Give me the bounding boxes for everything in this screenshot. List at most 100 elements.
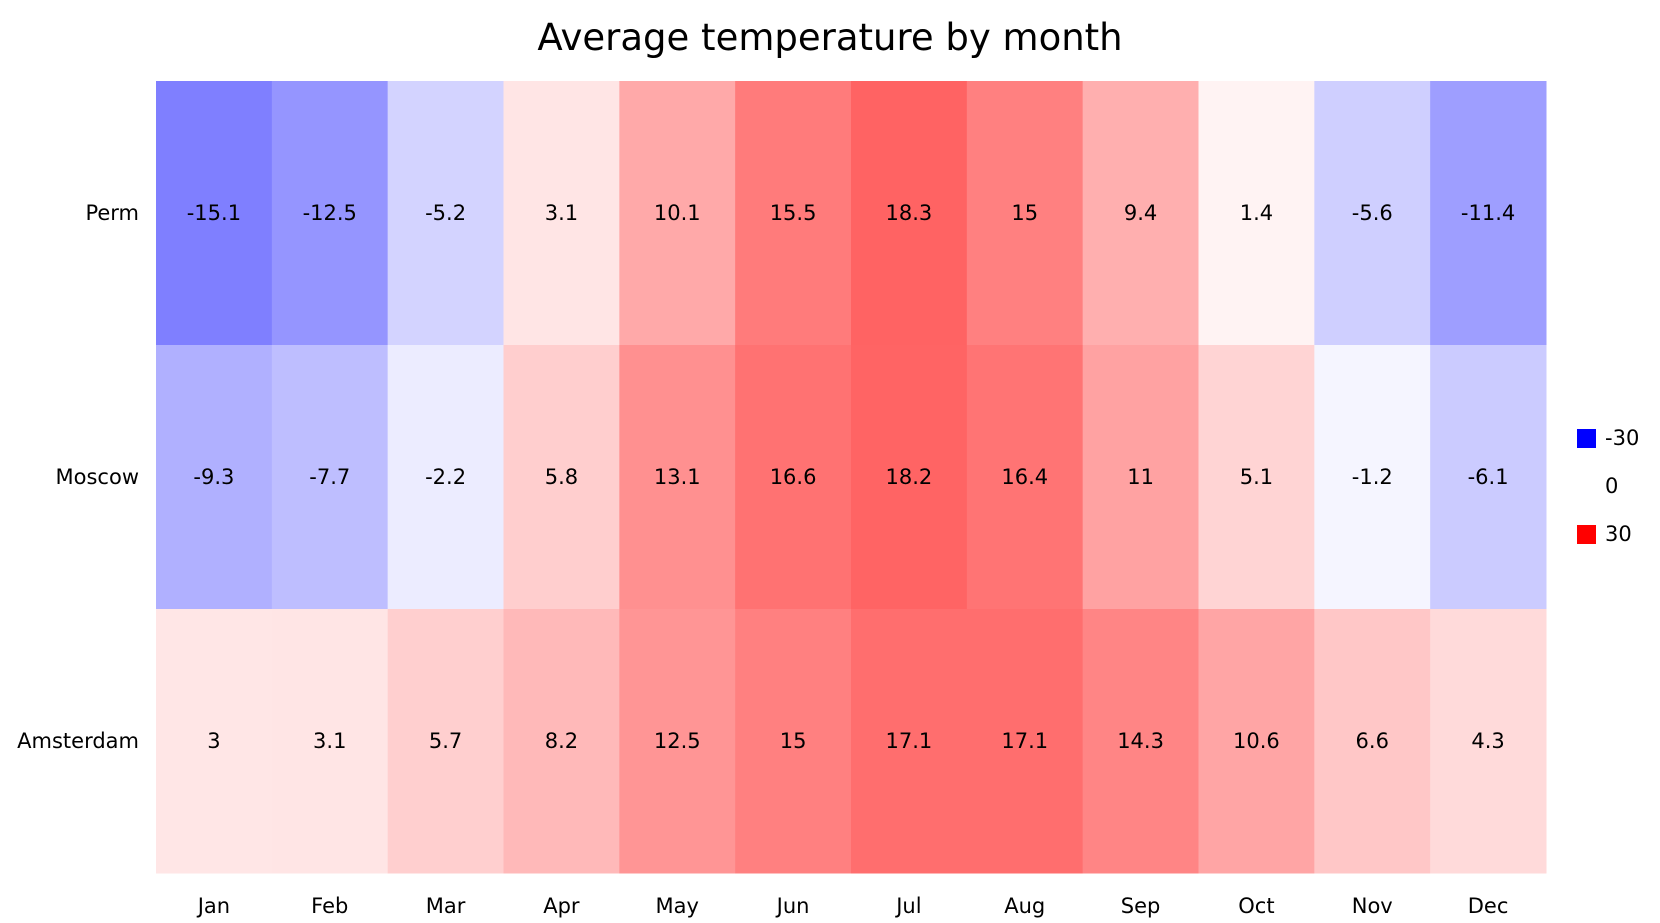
x-tick-label: Jul [894,894,921,918]
heatmap-cell [1198,609,1315,874]
cell-value-label: 10.6 [1233,729,1280,753]
heatmap-cell [851,81,968,346]
cell-value-label: 18.2 [886,465,933,489]
x-tick-label: Sep [1121,894,1161,918]
heatmap-cell [735,345,852,610]
heatmap-cell [387,81,504,346]
heatmap-cell [503,345,620,610]
x-axis: Jan Feb Mar Apr May Jun Jul Aug Sep Oct Nov Dec [196,894,1509,918]
heatmap-cell [271,81,389,346]
cell-value-label: 15 [1011,201,1038,225]
cell-value-label: -5.6 [1352,201,1393,225]
cell-value-label: 3.1 [313,729,346,753]
cell-value-label: 15.5 [770,201,817,225]
heatmap-cell [1082,345,1199,610]
y-axis: Perm Moscow Amsterdam [17,201,139,753]
cell-value-label: 10.1 [654,201,701,225]
cell-value-label: 14.3 [1117,729,1164,753]
x-tick-label: Mar [426,894,466,918]
cell-value-label: 5.8 [545,465,578,489]
cell-value-label: 17.1 [1001,729,1048,753]
cell-value-label: 9.4 [1124,201,1157,225]
cell-value-label: -7.7 [309,465,350,489]
x-tick-label: Aug [1004,894,1045,918]
heatmap-cell [966,81,1084,346]
heatmap-cell [1430,345,1547,610]
cell-value-label: 6.6 [1356,729,1389,753]
cell-value-label: 16.6 [770,465,817,489]
cell-value-label: 4.3 [1471,729,1504,753]
cell-value-label: 18.3 [886,201,933,225]
heatmap-cell [1314,81,1431,346]
x-tick-label: May [656,894,699,918]
heatmap-cell [156,609,273,874]
cell-labels: -15.1 -12.5 -5.2 3.1 10.1 15.5 18.3 15 9.4 1.4 -5.… [187,201,1516,753]
chart-title: Average temperature by month [537,16,1122,59]
heatmap-cell [387,609,504,874]
y-tick-label: Amsterdam [17,729,139,753]
cell-value-label: -11.4 [1461,201,1515,225]
heatmap-cell [851,609,968,874]
x-tick-label: Apr [543,894,580,918]
cell-value-label: -15.1 [187,201,241,225]
legend-swatch [1577,525,1596,544]
cell-value-label: -1.2 [1352,465,1393,489]
cell-value-label: -5.2 [425,201,466,225]
cell-value-label: -9.3 [193,465,234,489]
heatmap-cell [387,345,504,610]
y-tick-label: Moscow [56,465,139,489]
heatmap-cell [503,81,620,346]
heatmap-cell [1314,609,1431,874]
heatmap-cell [619,81,736,346]
legend-label: -30 [1605,426,1639,450]
cell-value-label: 3.1 [545,201,578,225]
heatmap-cell [1314,345,1431,610]
legend-swatch [1577,429,1596,448]
heatmap-cell [619,609,736,874]
cell-value-label: -6.1 [1468,465,1509,489]
x-tick-label: Dec [1468,894,1509,918]
cell-value-label: -2.2 [425,465,466,489]
heatmap-cell [1198,81,1315,346]
heatmap-cell [735,81,852,346]
y-tick-label: Perm [85,201,139,225]
cell-value-label: 8.2 [545,729,578,753]
heatmap-cell [1430,81,1547,346]
heatmap-cells [156,81,1547,874]
heatmap-cell [1082,81,1199,346]
legend-label: 0 [1605,474,1618,498]
heatmap-cell [735,609,852,874]
heatmap-cell [619,345,736,610]
heatmap-cell [966,609,1084,874]
heatmap-cell [1198,345,1315,610]
cell-value-label: 17.1 [886,729,933,753]
cell-value-label: 1.4 [1240,201,1273,225]
heatmap-cell [156,81,273,346]
cell-value-label: 11 [1127,465,1154,489]
x-tick-label: Jan [196,894,230,918]
heatmap-cell [271,609,389,874]
legend: -30 0 30 [1577,426,1639,546]
x-tick-label: Feb [311,894,348,918]
legend-label: 30 [1605,522,1632,546]
x-tick-label: Nov [1352,894,1393,918]
cell-value-label: 5.1 [1240,465,1273,489]
heatmap-cell [851,345,968,610]
heatmap-cell [503,609,620,874]
cell-value-label: 13.1 [654,465,701,489]
heatmap-cell [156,345,273,610]
x-tick-label: Jun [775,894,810,918]
x-tick-label: Oct [1238,894,1274,918]
heatmap-cell [1430,609,1547,874]
cell-value-label: 5.7 [429,729,462,753]
legend-swatch [1577,477,1596,496]
heatmap-cell [271,345,389,610]
cell-value-label: 12.5 [654,729,701,753]
cell-value-label: 15 [780,729,807,753]
cell-value-label: 3 [207,729,220,753]
cell-value-label: 16.4 [1001,465,1048,489]
heatmap-cell [966,345,1084,610]
cell-value-label: -12.5 [303,201,357,225]
